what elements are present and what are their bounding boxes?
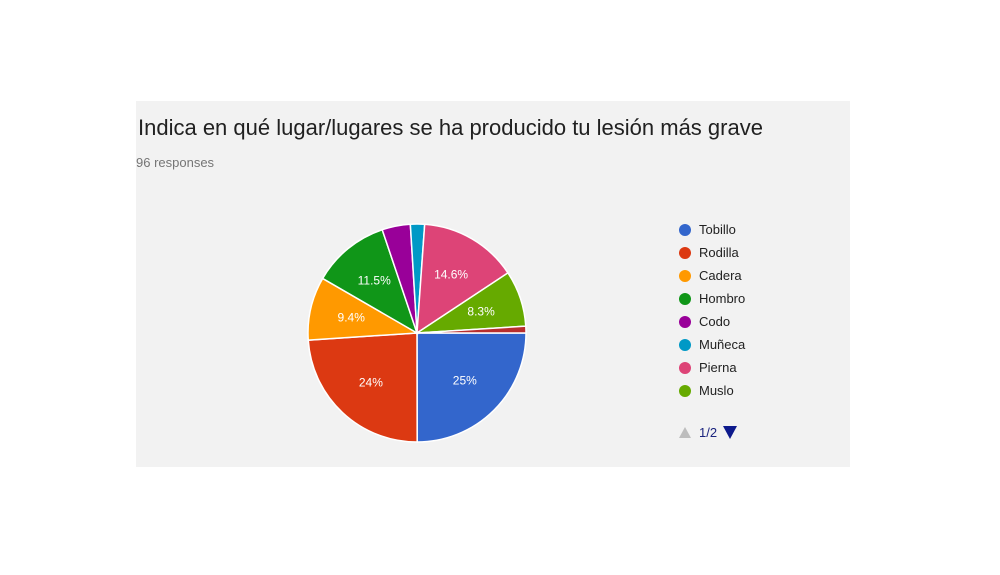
legend-item-hombro[interactable]: Hombro xyxy=(679,287,745,310)
legend-item-pierna[interactable]: Pierna xyxy=(679,356,745,379)
legend-dot-icon xyxy=(679,338,691,351)
slice-label-rodilla: 24% xyxy=(359,375,383,389)
legend-label: Rodilla xyxy=(699,245,739,260)
legend-item-codo[interactable]: Codo xyxy=(679,310,745,333)
legend-item-muslo[interactable]: Muslo xyxy=(679,379,745,402)
slice-label-pierna: 14.6% xyxy=(434,268,468,282)
legend-dot-icon xyxy=(679,246,691,259)
legend-item-cadera[interactable]: Cadera xyxy=(679,264,745,287)
legend-item-tobillo[interactable]: Tobillo xyxy=(679,218,745,241)
slice-label-muslo: 8.3% xyxy=(467,305,495,319)
legend-dot-icon xyxy=(679,384,691,397)
pager-text: 1/2 xyxy=(699,425,718,440)
legend-dot-icon xyxy=(679,361,691,374)
legend-item-rodilla[interactable]: Rodilla xyxy=(679,241,745,264)
pie-slice-pierna[interactable] xyxy=(416,223,509,335)
pie-slice-hombro[interactable] xyxy=(321,228,419,335)
legend-dot-icon xyxy=(679,269,691,282)
legend-dot-icon xyxy=(679,315,691,328)
slice-label-hombro: 11.5% xyxy=(358,274,391,288)
pie-slice-rodilla[interactable] xyxy=(307,332,418,443)
triangle-down-icon[interactable] xyxy=(723,426,738,439)
chart-title: Indica en qué lugar/lugares se ha produc… xyxy=(138,115,763,140)
legend-label: Muñeca xyxy=(699,337,746,352)
response-count: 96 responses xyxy=(136,155,215,170)
slice-label-cadera: 9.4% xyxy=(338,311,366,325)
slice-label-tobillo: 25% xyxy=(453,374,477,388)
legend-label: Cadera xyxy=(699,268,742,283)
legend-dot-icon xyxy=(679,223,691,236)
legend-label: Tobillo xyxy=(699,222,736,237)
chart-card: Indica en qué lugar/lugares se ha produc… xyxy=(136,101,850,467)
legend-label: Muslo xyxy=(699,383,734,398)
legend-dot-icon xyxy=(679,292,691,305)
legend-pager: 1/2 xyxy=(679,425,738,440)
pie-slice-other[interactable] xyxy=(416,325,527,334)
pie-chart: 25% 24% 9.4% 11.5% 14.6% 8.3% xyxy=(307,223,527,443)
legend-label: Pierna xyxy=(699,360,737,375)
legend-label: Hombro xyxy=(699,291,746,306)
chart-legend: Tobillo Rodilla Cadera Hombro Codo Muñec… xyxy=(679,218,745,402)
pie-slice-tobillo[interactable] xyxy=(416,332,527,443)
triangle-up-icon[interactable] xyxy=(679,427,691,438)
legend-label: Codo xyxy=(699,314,731,329)
legend-item-muneca[interactable]: Muñeca xyxy=(679,333,745,356)
